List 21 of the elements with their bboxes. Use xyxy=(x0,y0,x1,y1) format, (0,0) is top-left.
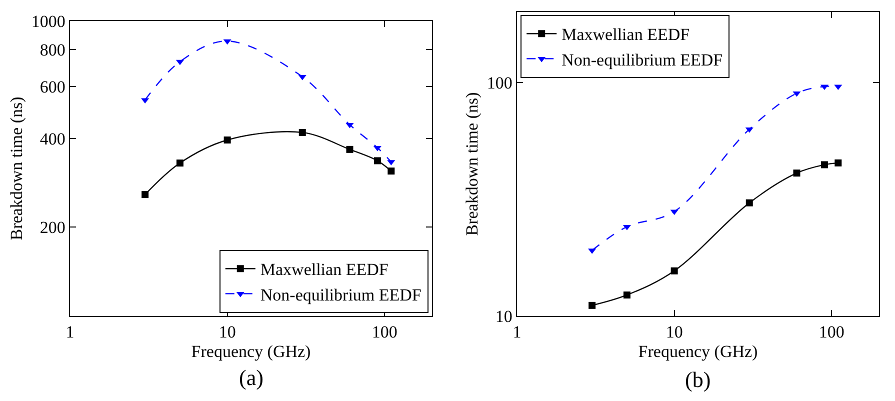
y-tick-label: 200 xyxy=(40,218,66,238)
y-axis-title: Breakdown time (ns) xyxy=(462,92,482,236)
x-tick-label: 100 xyxy=(818,322,844,342)
y-tick-label: 800 xyxy=(40,40,66,60)
text: (a) xyxy=(239,365,264,390)
legend-label: Non-equilibrium EEDF xyxy=(562,50,723,70)
x-tick-label: 1 xyxy=(66,322,74,342)
legend-label: Maxwellian EEDF xyxy=(260,260,388,280)
text: (b) xyxy=(685,367,711,392)
legend-label: Non-equilibrium EEDF xyxy=(260,285,422,304)
y-axis-title: Breakdown time (ns) xyxy=(7,96,26,240)
x-axis-title: Frequency (GHz) xyxy=(638,342,758,361)
x-axis-title: Frequency (GHz) xyxy=(191,342,311,361)
x-tick-label: 1 xyxy=(512,322,522,342)
y-tick-label: 600 xyxy=(40,77,66,96)
y-tick-label: 1000 xyxy=(31,12,66,31)
x-tick-label: 10 xyxy=(666,322,683,342)
legend-label: Maxwellian EEDF xyxy=(562,25,690,44)
x-tick-label: 100 xyxy=(372,322,398,342)
y-tick-label: 400 xyxy=(40,129,66,148)
x-tick-label: 10 xyxy=(218,322,236,342)
